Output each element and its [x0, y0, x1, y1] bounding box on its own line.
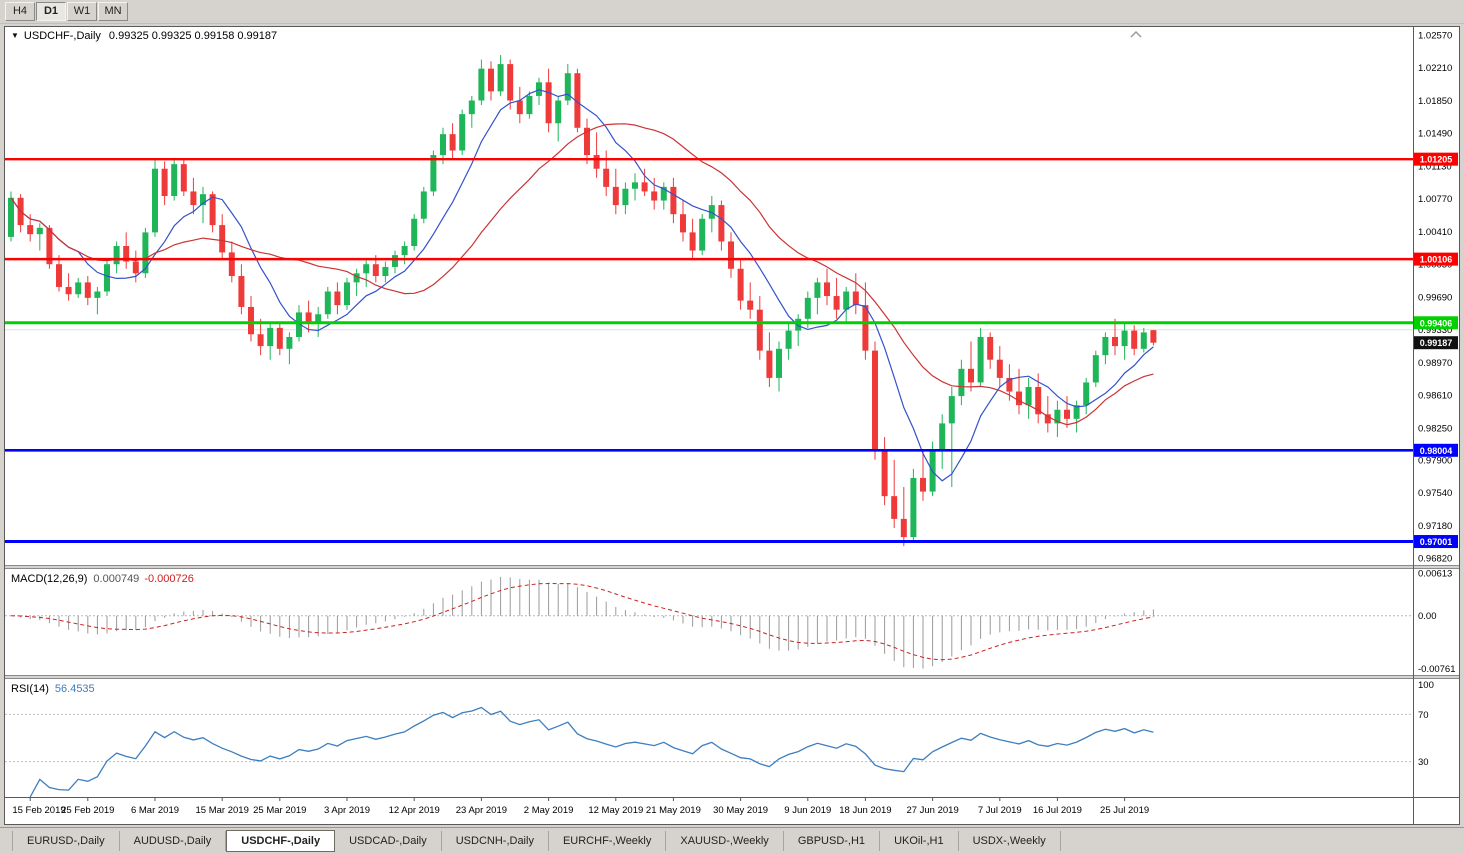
- chart-tab-eurusd-daily[interactable]: EURUSD-,Daily: [12, 831, 120, 851]
- ma-fast-line: [10, 89, 1154, 482]
- svg-text:0.99406: 0.99406: [1420, 318, 1453, 328]
- panel-separator[interactable]: [5, 565, 1459, 569]
- rsi-axis: 100 70 30: [1418, 680, 1434, 768]
- svg-text:0.00: 0.00: [1418, 611, 1437, 622]
- price-tag-0.97001: 0.97001: [1414, 535, 1458, 549]
- chart-tab-usdcad-daily[interactable]: USDCAD-,Daily: [335, 831, 442, 851]
- svg-text:0.98970: 0.98970: [1418, 358, 1452, 369]
- svg-text:7 Jul 2019: 7 Jul 2019: [978, 805, 1022, 816]
- svg-text:0.00613: 0.00613: [1418, 569, 1452, 580]
- candles-layer: [8, 55, 1157, 547]
- chart-tab-xauusd-weekly[interactable]: XAUUSD-,Weekly: [666, 831, 784, 851]
- macd-signal-value: -0.000726: [144, 573, 194, 585]
- macd-signal-line: [10, 582, 1154, 661]
- chart-ohlc-values: 0.99325 0.99325 0.99158 0.99187: [108, 30, 278, 42]
- svg-text:9 Jun 2019: 9 Jun 2019: [784, 805, 831, 816]
- svg-text:21 May 2019: 21 May 2019: [646, 805, 701, 816]
- chart-tab-ukoil-h1[interactable]: UKOil-,H1: [880, 831, 959, 851]
- price-axis: 1.02570 1.02210 1.01850 1.01490 1.01130 1.007…: [1418, 31, 1452, 565]
- price-tag-1.01205: 1.01205: [1414, 152, 1458, 166]
- macd-main-value: 0.000749: [93, 573, 140, 585]
- svg-text:0.97900: 0.97900: [1418, 455, 1452, 466]
- svg-text:12 May 2019: 12 May 2019: [588, 805, 643, 816]
- chart-window: 1.02570 1.02210 1.01850 1.01490 1.01130 1.007…: [4, 26, 1460, 825]
- svg-text:25 Mar 2019: 25 Mar 2019: [253, 805, 306, 816]
- svg-text:30: 30: [1418, 757, 1429, 768]
- timeframe-toolbar: H4 D1 W1 MN: [0, 0, 1464, 24]
- svg-text:25 Jul 2019: 25 Jul 2019: [1100, 805, 1149, 816]
- price-tag-0.98004: 0.98004: [1414, 443, 1458, 457]
- chart-tab-eurchf-weekly[interactable]: EURCHF-,Weekly: [549, 831, 667, 851]
- svg-text:0.98250: 0.98250: [1418, 423, 1452, 434]
- svg-text:1.00770: 1.00770: [1418, 194, 1452, 205]
- usdchf-daily-chart[interactable]: 1.02570 1.02210 1.01850 1.01490 1.01130 1.007…: [5, 27, 1459, 824]
- timeframe-button-h4[interactable]: H4: [5, 2, 35, 21]
- chart-title: ▼ USDCHF-,Daily 0.99325 0.99325 0.99158 0.…: [11, 30, 277, 42]
- svg-text:27 Jun 2019: 27 Jun 2019: [906, 805, 958, 816]
- svg-text:70: 70: [1418, 710, 1429, 721]
- svg-text:6 Mar 2019: 6 Mar 2019: [131, 805, 179, 816]
- svg-text:0.96820: 0.96820: [1418, 553, 1452, 564]
- macd-axis: 0.00613 0.00 -0.00761: [1418, 569, 1456, 675]
- svg-text:1.00106: 1.00106: [1420, 255, 1453, 265]
- timeframe-button-w1[interactable]: W1: [67, 2, 97, 21]
- svg-text:1.02570: 1.02570: [1418, 31, 1452, 42]
- rsi-value: 56.4535: [54, 683, 95, 695]
- svg-text:18 Jun 2019: 18 Jun 2019: [839, 805, 891, 816]
- svg-text:1.00410: 1.00410: [1418, 227, 1452, 238]
- ma-slow-line: [10, 123, 1154, 426]
- svg-text:0.98610: 0.98610: [1418, 391, 1452, 402]
- svg-text:1.02210: 1.02210: [1418, 63, 1452, 74]
- svg-text:0.99330: 0.99330: [1418, 325, 1452, 336]
- svg-text:0.99187: 0.99187: [1420, 338, 1453, 348]
- svg-text:1.01850: 1.01850: [1418, 96, 1452, 107]
- rsi-name: RSI(14): [11, 683, 49, 695]
- svg-text:25 Feb 2019: 25 Feb 2019: [61, 805, 114, 816]
- scroll-end-marker[interactable]: [1130, 30, 1142, 38]
- svg-text:2 May 2019: 2 May 2019: [524, 805, 574, 816]
- svg-text:3 Apr 2019: 3 Apr 2019: [324, 805, 370, 816]
- current-price-tag: 0.99187: [1414, 336, 1458, 350]
- svg-text:1.01490: 1.01490: [1418, 129, 1452, 140]
- svg-text:23 Apr 2019: 23 Apr 2019: [456, 805, 507, 816]
- rsi-line: [29, 706, 1154, 798]
- svg-text:0.98004: 0.98004: [1420, 446, 1453, 456]
- chart-tab-usdcnh-daily[interactable]: USDCNH-,Daily: [442, 831, 549, 851]
- svg-text:12 Apr 2019: 12 Apr 2019: [389, 805, 440, 816]
- svg-text:16 Jul 2019: 16 Jul 2019: [1033, 805, 1082, 816]
- svg-text:30 May 2019: 30 May 2019: [713, 805, 768, 816]
- macd-label: MACD(12,26,9) 0.000749 -0.000726: [11, 573, 194, 585]
- macd-name: MACD(12,26,9): [11, 573, 88, 585]
- svg-text:15 Feb 2019: 15 Feb 2019: [12, 805, 65, 816]
- chart-symbol-period: USDCHF-,Daily: [23, 30, 101, 42]
- svg-text:0.97001: 0.97001: [1420, 537, 1453, 547]
- chart-tab-bar: EURUSD-,Daily AUDUSD-,Daily USDCHF-,Daily U…: [0, 827, 1464, 854]
- svg-text:0.99690: 0.99690: [1418, 292, 1452, 303]
- timeframe-button-mn[interactable]: MN: [98, 2, 128, 21]
- horizontal-levels[interactable]: [5, 157, 1413, 544]
- rsi-label: RSI(14) 56.4535: [11, 683, 95, 695]
- collapse-chart-icon[interactable]: ▼: [11, 31, 19, 40]
- svg-text:15 Mar 2019: 15 Mar 2019: [196, 805, 249, 816]
- chart-tab-usdchf-daily[interactable]: USDCHF-,Daily: [226, 830, 336, 852]
- chart-tab-usdx-weekly[interactable]: USDX-,Weekly: [959, 831, 1061, 851]
- svg-text:1.01130: 1.01130: [1418, 161, 1452, 172]
- svg-text:-0.00761: -0.00761: [1418, 664, 1456, 675]
- chart-tab-audusd-daily[interactable]: AUDUSD-,Daily: [120, 831, 227, 851]
- chart-tab-gbpusd-h1[interactable]: GBPUSD-,H1: [784, 831, 881, 851]
- svg-text:0.97180: 0.97180: [1418, 521, 1452, 532]
- price-tag-0.99406: 0.99406: [1414, 316, 1458, 330]
- svg-text:0.97540: 0.97540: [1418, 488, 1452, 499]
- panel-separator[interactable]: [5, 675, 1459, 679]
- timeframe-button-d1[interactable]: D1: [36, 2, 66, 21]
- svg-text:100: 100: [1418, 680, 1434, 691]
- svg-text:1.01205: 1.01205: [1420, 155, 1453, 165]
- price-tag-1.00106: 1.00106: [1414, 252, 1458, 266]
